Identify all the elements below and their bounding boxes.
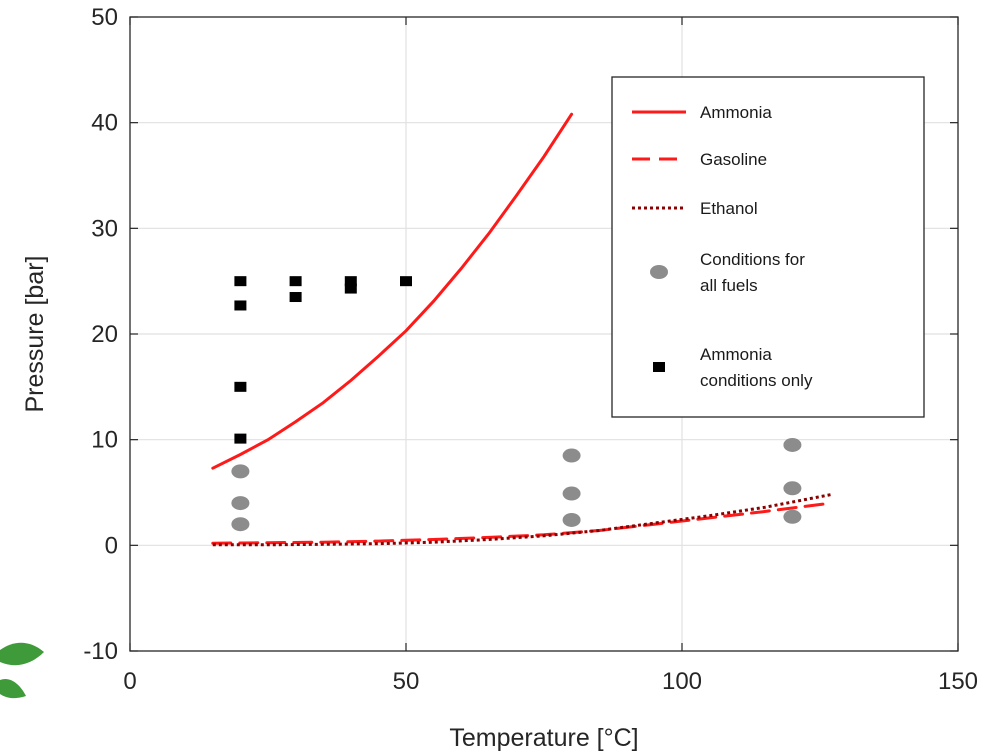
legend-label: Ammonia [700,103,772,122]
legend-label: Conditions for [700,250,805,269]
scatter-point-conditions-for-all-fuels [231,464,250,479]
x-axis-label: Temperature [°C] [449,724,638,752]
leaf-icon [0,642,44,666]
y-axis-label: Pressure [bar] [21,255,49,412]
legend-label: conditions only [700,371,813,390]
x-tick-label: 0 [123,668,136,695]
scatter-point-ammonia-conditions-only [289,292,302,303]
legend-swatch-conditions-for-all-fuels [650,265,668,279]
y-tick-label: 20 [91,321,118,348]
series-line-gasoline [211,501,833,545]
legend-swatch-ammonia-conditions-only [653,362,665,372]
scatter-point-conditions-for-all-fuels [231,517,250,532]
x-tick-label: 150 [938,668,978,695]
y-tick-label: 50 [91,4,118,31]
scatter-point-conditions-for-all-fuels [783,481,802,496]
legend-label: all fuels [700,276,758,295]
series-layer [211,112,833,547]
scatter-point-ammonia-conditions-only [400,276,412,287]
scatter-point-ammonia-conditions-only [234,300,247,311]
legend-label: Ammonia [700,345,772,364]
legend-label: Ethanol [700,199,758,218]
scatter-point-conditions-for-all-fuels [231,496,250,511]
y-tick-label: 10 [91,427,118,454]
x-tick-label: 50 [393,668,420,695]
scatter-point-ammonia-conditions-only [234,276,247,287]
x-tick-label: 100 [662,668,702,695]
y-tick-label: -10 [83,638,118,665]
scatter-point-ammonia-conditions-only [344,276,357,287]
legend: Ammonia Gasoline Ethanol Conditions for all … [611,76,925,418]
corner-leaf-logo [0,642,44,699]
y-tick-label: 30 [91,215,118,242]
scatter-point-conditions-for-all-fuels [562,486,581,501]
scatter-point-conditions-for-all-fuels [783,437,802,452]
legend-label: Gasoline [700,150,767,169]
scatter-point-ammonia-conditions-only [234,381,247,392]
scatter-point-ammonia-conditions-only [344,283,357,294]
y-tick-label: 0 [105,532,118,559]
y-tick-label: 40 [91,110,118,137]
scatter-point-conditions-for-all-fuels [562,512,581,527]
leaf-icon [0,678,26,699]
scatter-point-conditions-for-all-fuels [783,509,802,524]
legend-box [611,76,925,418]
scatter-point-ammonia-conditions-only [234,433,247,444]
scatter-point-conditions-for-all-fuels [562,448,581,463]
scatter-point-ammonia-conditions-only [289,276,302,287]
series-line-ammonia [211,112,574,470]
